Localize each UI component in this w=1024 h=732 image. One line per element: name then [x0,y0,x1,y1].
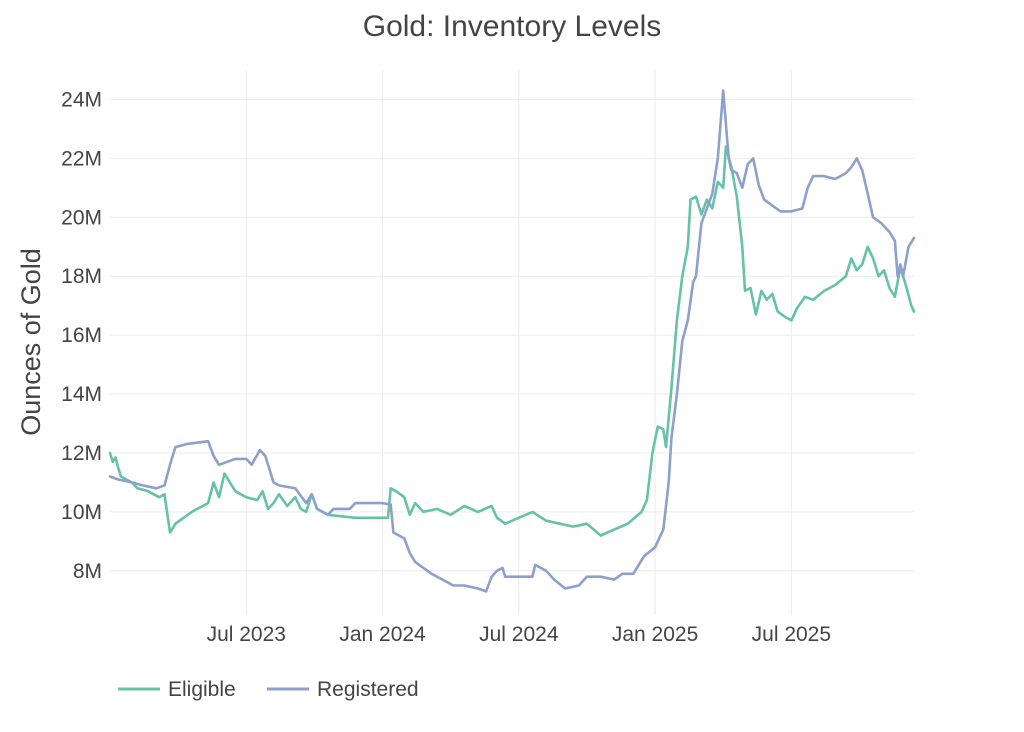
series-line-registered [108,89,916,593]
y-tick-label: 20M [61,206,102,229]
y-tick-label: 18M [61,265,102,288]
x-tick-label: Jul 2024 [479,623,559,646]
y-tick-label: 22M [61,147,102,170]
x-tick-label: Jul 2023 [207,623,286,646]
legend-label: Registered [317,678,419,701]
axis-ticks: 8M 10M 12M 14M 16M 18M 20M 22M 24M Jul 2023 Jan 20… [61,88,831,646]
legend-item-registered[interactable]: Registered [267,678,419,701]
y-axis-label: Ounces of Gold [16,248,46,436]
series-line-eligible [108,145,916,537]
x-tick-label: Jan 2025 [612,623,698,646]
x-tick-label: Jan 2024 [339,623,426,646]
legend-item-eligible[interactable]: Eligible [118,678,236,701]
y-tick-label: 8M [73,560,102,583]
legend-label: Eligible [168,678,236,701]
y-tick-label: 24M [61,88,102,111]
legend[interactable]: Eligible Registered [118,678,419,701]
y-tick-label: 14M [61,383,102,406]
y-tick-label: 12M [61,442,102,465]
y-tick-label: 16M [61,324,102,347]
series-lines [108,89,916,593]
chart-title: Gold: Inventory Levels [363,10,662,43]
x-tick-label: Jul 2025 [752,623,831,646]
gridlines [110,70,914,615]
y-tick-label: 10M [61,501,102,524]
